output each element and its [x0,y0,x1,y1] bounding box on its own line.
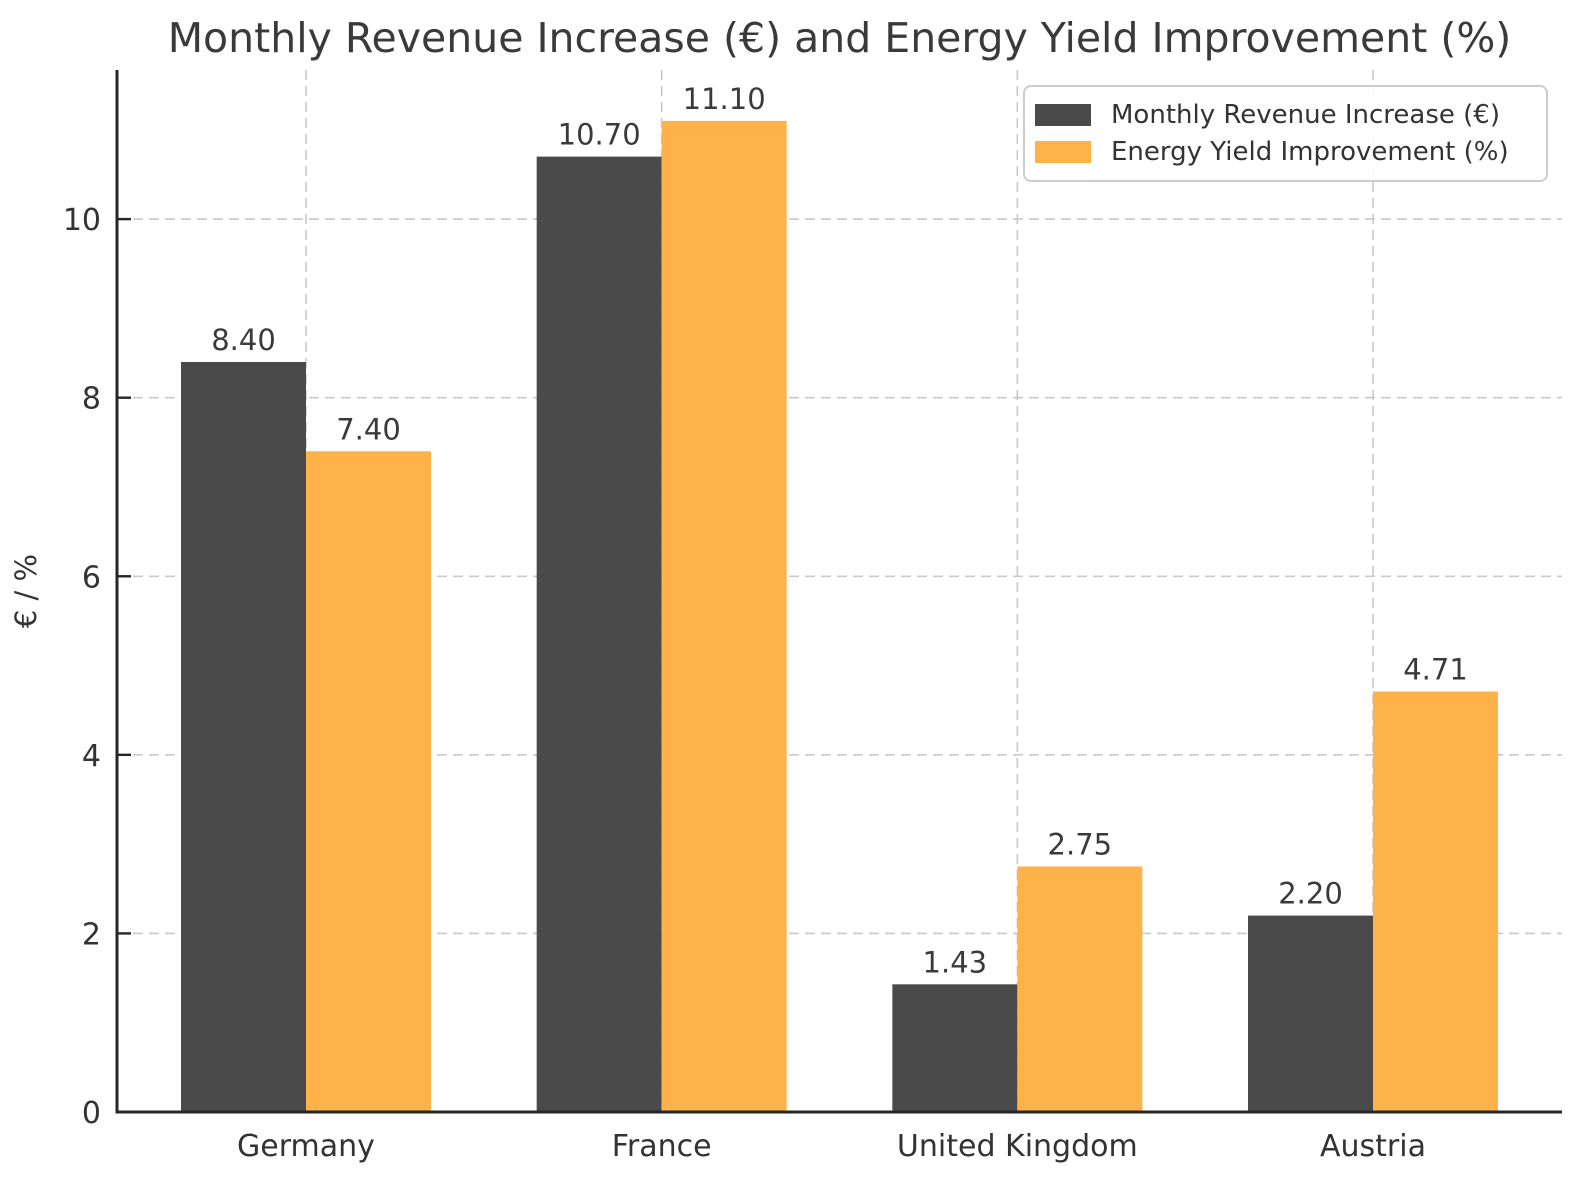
x-tick-label-united-kingdom: United Kingdom [897,1129,1138,1164]
y-tick-label-2: 2 [82,917,101,952]
legend-label-yield: Energy Yield Improvement (%) [1111,136,1509,167]
x-tick-label-austria: Austria [1320,1129,1426,1164]
x-tick-label-germany: Germany [237,1129,375,1164]
chart-title: Monthly Revenue Increase (€) and Energy … [167,14,1512,62]
y-tick-label-8: 8 [82,382,101,417]
bar-united-kingdom-energy-yield-improvement- [1017,866,1143,1112]
bar-value-label-germany-0: 8.40 [211,323,276,357]
bar-germany-monthly-revenue-increase- [181,361,306,1112]
bar-france-monthly-revenue-increase- [536,156,662,1112]
y-tick-label-10: 10 [63,203,101,238]
bar-value-label-united-kingdom-0: 1.43 [923,945,988,979]
bar-france-energy-yield-improvement- [661,120,787,1113]
bar-value-label-france-0: 10.70 [558,118,641,152]
bar-value-label-germany-1: 7.40 [336,412,401,446]
bar-value-label-france-1: 11.10 [683,82,766,116]
bar-germany-energy-yield-improvement- [306,451,431,1112]
legend: Monthly Revenue Increase (€) Energy Yiel… [1023,85,1548,182]
y-tick-label-0: 0 [82,1096,101,1131]
y-tick-label-4: 4 [82,739,101,774]
legend-label-revenue: Monthly Revenue Increase (€) [1111,100,1500,131]
bar-united-kingdom-monthly-revenue-increase- [892,984,1018,1112]
y-tick-label-6: 6 [82,560,101,595]
bar-value-label-united-kingdom-1: 2.75 [1048,827,1113,861]
legend-item-revenue: Monthly Revenue Increase (€) [1035,97,1534,133]
bar-value-label-austria-1: 4.71 [1403,652,1468,686]
x-tick-label-france: France [612,1129,712,1164]
bar-austria-monthly-revenue-increase- [1248,915,1373,1112]
y-axis-label: € / % [9,554,43,628]
bar-austria-energy-yield-improvement- [1373,691,1498,1112]
legend-swatch-yield [1035,140,1091,163]
bar-value-label-austria-0: 2.20 [1278,877,1343,911]
legend-swatch-revenue [1035,104,1091,127]
legend-item-yield: Energy Yield Improvement (%) [1035,134,1534,170]
